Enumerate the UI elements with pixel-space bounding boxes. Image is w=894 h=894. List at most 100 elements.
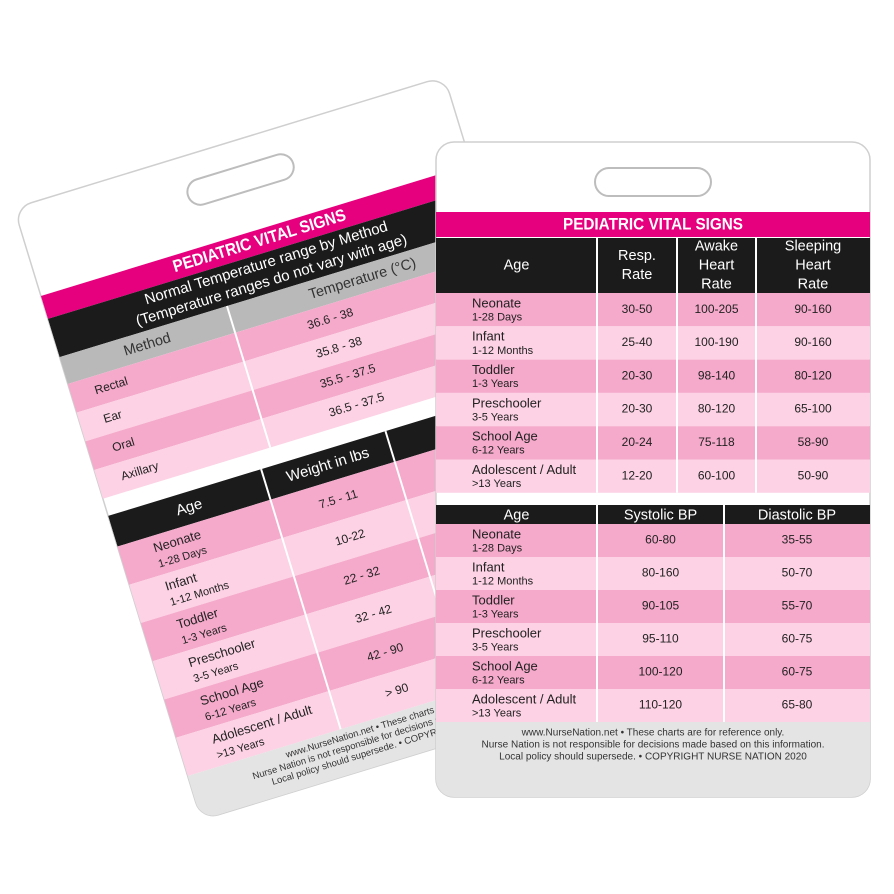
- age-group: School Age: [472, 658, 538, 673]
- column-header: Rate: [798, 276, 829, 292]
- column-divider: [234, 332, 272, 448]
- age-group: Preschooler: [472, 395, 542, 410]
- title-bar: [436, 212, 870, 237]
- table-row: [436, 524, 870, 557]
- cell-value: 65-80: [782, 698, 813, 712]
- cell-value: 35-55: [782, 533, 813, 547]
- table-row: [85, 309, 525, 471]
- age-group: Adolescent / Adult: [472, 691, 576, 706]
- table-row: [436, 623, 870, 656]
- footer-line: Local policy should supersede. • COPYRIG…: [499, 752, 807, 763]
- cell-value: 80-120: [698, 402, 736, 416]
- cell-value: 20-30: [622, 368, 653, 382]
- cell-value: 50-90: [798, 468, 829, 482]
- age-range: 6-12 Years: [472, 674, 525, 686]
- column-divider: [384, 430, 396, 463]
- cell-value: 60-75: [782, 632, 813, 646]
- table-row: [436, 689, 870, 722]
- column-header: Awake: [695, 238, 738, 254]
- cell-value: 20-30: [622, 402, 653, 416]
- column-header: Diastolic BP: [758, 507, 836, 523]
- cell-value: 80-120: [794, 368, 832, 382]
- cell-value: 60-80: [645, 533, 676, 547]
- cell-value: 55-70: [782, 599, 813, 613]
- age-group: Infant: [472, 559, 505, 574]
- age-range: 3-5 Years: [472, 641, 519, 653]
- table-row: [436, 590, 870, 623]
- column-header: Heart: [699, 257, 734, 273]
- column-header: Systolic BP: [624, 507, 697, 523]
- age-range: 3-5 Years: [472, 411, 519, 423]
- table-row: [67, 252, 507, 413]
- age-group: School Age: [472, 429, 538, 444]
- cell-value: 90-160: [794, 302, 832, 316]
- table-header: [436, 238, 870, 293]
- cell-value: 50-70: [782, 566, 813, 580]
- cell-value: 90-105: [642, 599, 680, 613]
- column-header: Resp.: [618, 248, 656, 264]
- cell-value: 110-120: [639, 698, 682, 712]
- age-group: Infant: [472, 329, 505, 344]
- column-header: Age: [504, 507, 530, 523]
- cell-value: 58-90: [798, 435, 829, 449]
- column-header: Rate: [701, 276, 732, 292]
- cell-value: 12-20: [622, 468, 653, 482]
- column-header: [226, 225, 499, 333]
- footer: [436, 722, 870, 797]
- table-row: [436, 326, 870, 360]
- cell-value: 98-140: [698, 368, 736, 382]
- cell-value: 90-160: [794, 335, 832, 349]
- table-row: [436, 392, 870, 427]
- card-content: PEDIATRIC VITAL SIGNS Age Resp. Rate Awake He…: [436, 212, 870, 797]
- cell-value: 100-205: [694, 302, 738, 316]
- cell-value: 60-75: [782, 665, 813, 679]
- column-divider: [226, 305, 237, 334]
- column-divider: [269, 499, 342, 730]
- cell-value: 65-100: [794, 402, 832, 416]
- table-row: [436, 359, 870, 393]
- cell-value: 25-40: [622, 335, 653, 349]
- age-range: 1-28 Days: [472, 312, 523, 324]
- cell-value: 75-118: [698, 435, 735, 449]
- age-range: 1-3 Years: [472, 608, 519, 620]
- table-row: [76, 281, 516, 442]
- column-divider: [260, 468, 272, 501]
- cell-value: 100-190: [694, 335, 738, 349]
- badge-slot: [186, 153, 295, 206]
- age-range: 6-12 Years: [472, 445, 525, 457]
- cell-value: 20-24: [622, 435, 653, 449]
- age-range: 1-12 Months: [472, 345, 534, 357]
- footer-line: www.NurseNation.net • These charts are f…: [521, 728, 785, 739]
- card-title: PEDIATRIC VITAL SIGNS: [563, 214, 743, 233]
- age-range: 1-12 Months: [472, 575, 534, 587]
- title-bar: [40, 164, 479, 319]
- table-row: [436, 459, 870, 493]
- column-header: Rate: [622, 267, 653, 283]
- cell-value: 100-120: [638, 665, 682, 679]
- footer-line: Nurse Nation is not responsible for deci…: [482, 740, 825, 751]
- cell-value: 95-110: [642, 632, 679, 646]
- badge-slot: [594, 167, 712, 197]
- column-header: Sleeping: [785, 238, 841, 254]
- column-header: Age: [504, 257, 530, 273]
- age-range: 1-3 Years: [472, 378, 519, 390]
- age-range: 1-28 Days: [472, 542, 523, 554]
- table-row: [436, 293, 870, 327]
- table-row: [94, 338, 534, 499]
- method: Ear: [102, 407, 124, 426]
- cell-value: > 90: [383, 680, 410, 700]
- column-header: [59, 306, 236, 384]
- method: Oral: [110, 435, 136, 455]
- age-group: Neonate: [472, 295, 521, 310]
- age-range: >13 Years: [472, 707, 522, 719]
- age-group: Toddler: [472, 592, 515, 607]
- age-range: >13 Years: [472, 478, 522, 490]
- age-group: Adolescent / Adult: [472, 462, 576, 477]
- table-header: [436, 505, 870, 524]
- table-row: [436, 557, 870, 590]
- front-card: PEDIATRIC VITAL SIGNS Age Resp. Rate Awake He…: [435, 141, 871, 798]
- age-group: Preschooler: [472, 625, 542, 640]
- cell-value: 80-160: [642, 566, 680, 580]
